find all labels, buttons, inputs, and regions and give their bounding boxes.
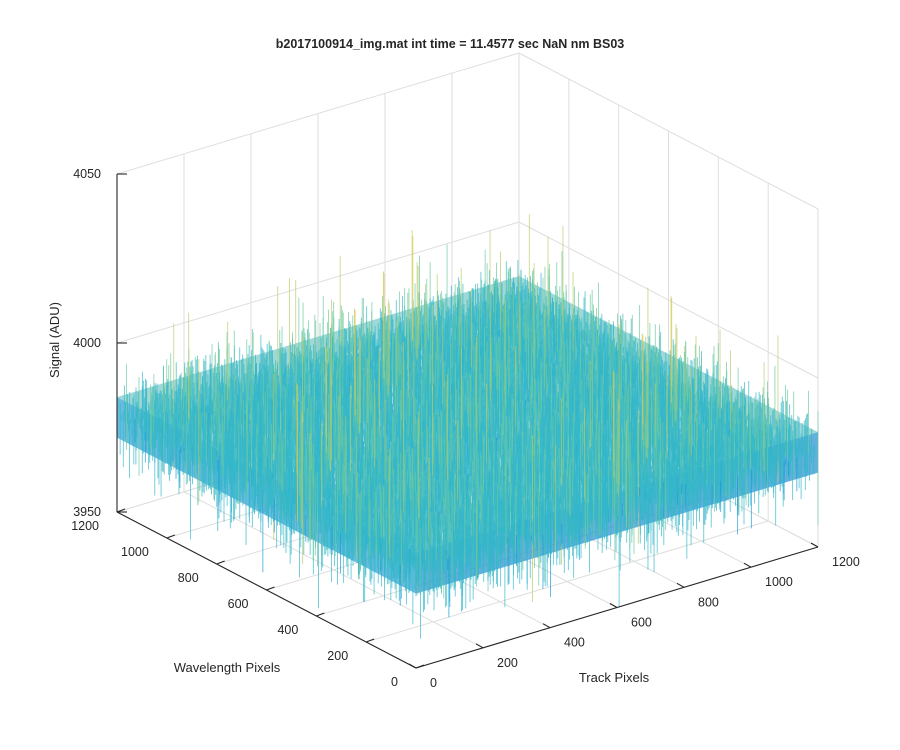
- surface-mesh: [116, 214, 819, 639]
- back-wall-grid-line: [116, 221, 520, 344]
- back-wall-grid-line: [116, 52, 520, 175]
- floor-grid-line: [366, 520, 769, 643]
- side-wall-grid-line: [518, 52, 819, 210]
- chart-title: b2017100914_img.mat int time = 11.4577 s…: [276, 37, 625, 51]
- side-wall-grid-line: [518, 221, 819, 379]
